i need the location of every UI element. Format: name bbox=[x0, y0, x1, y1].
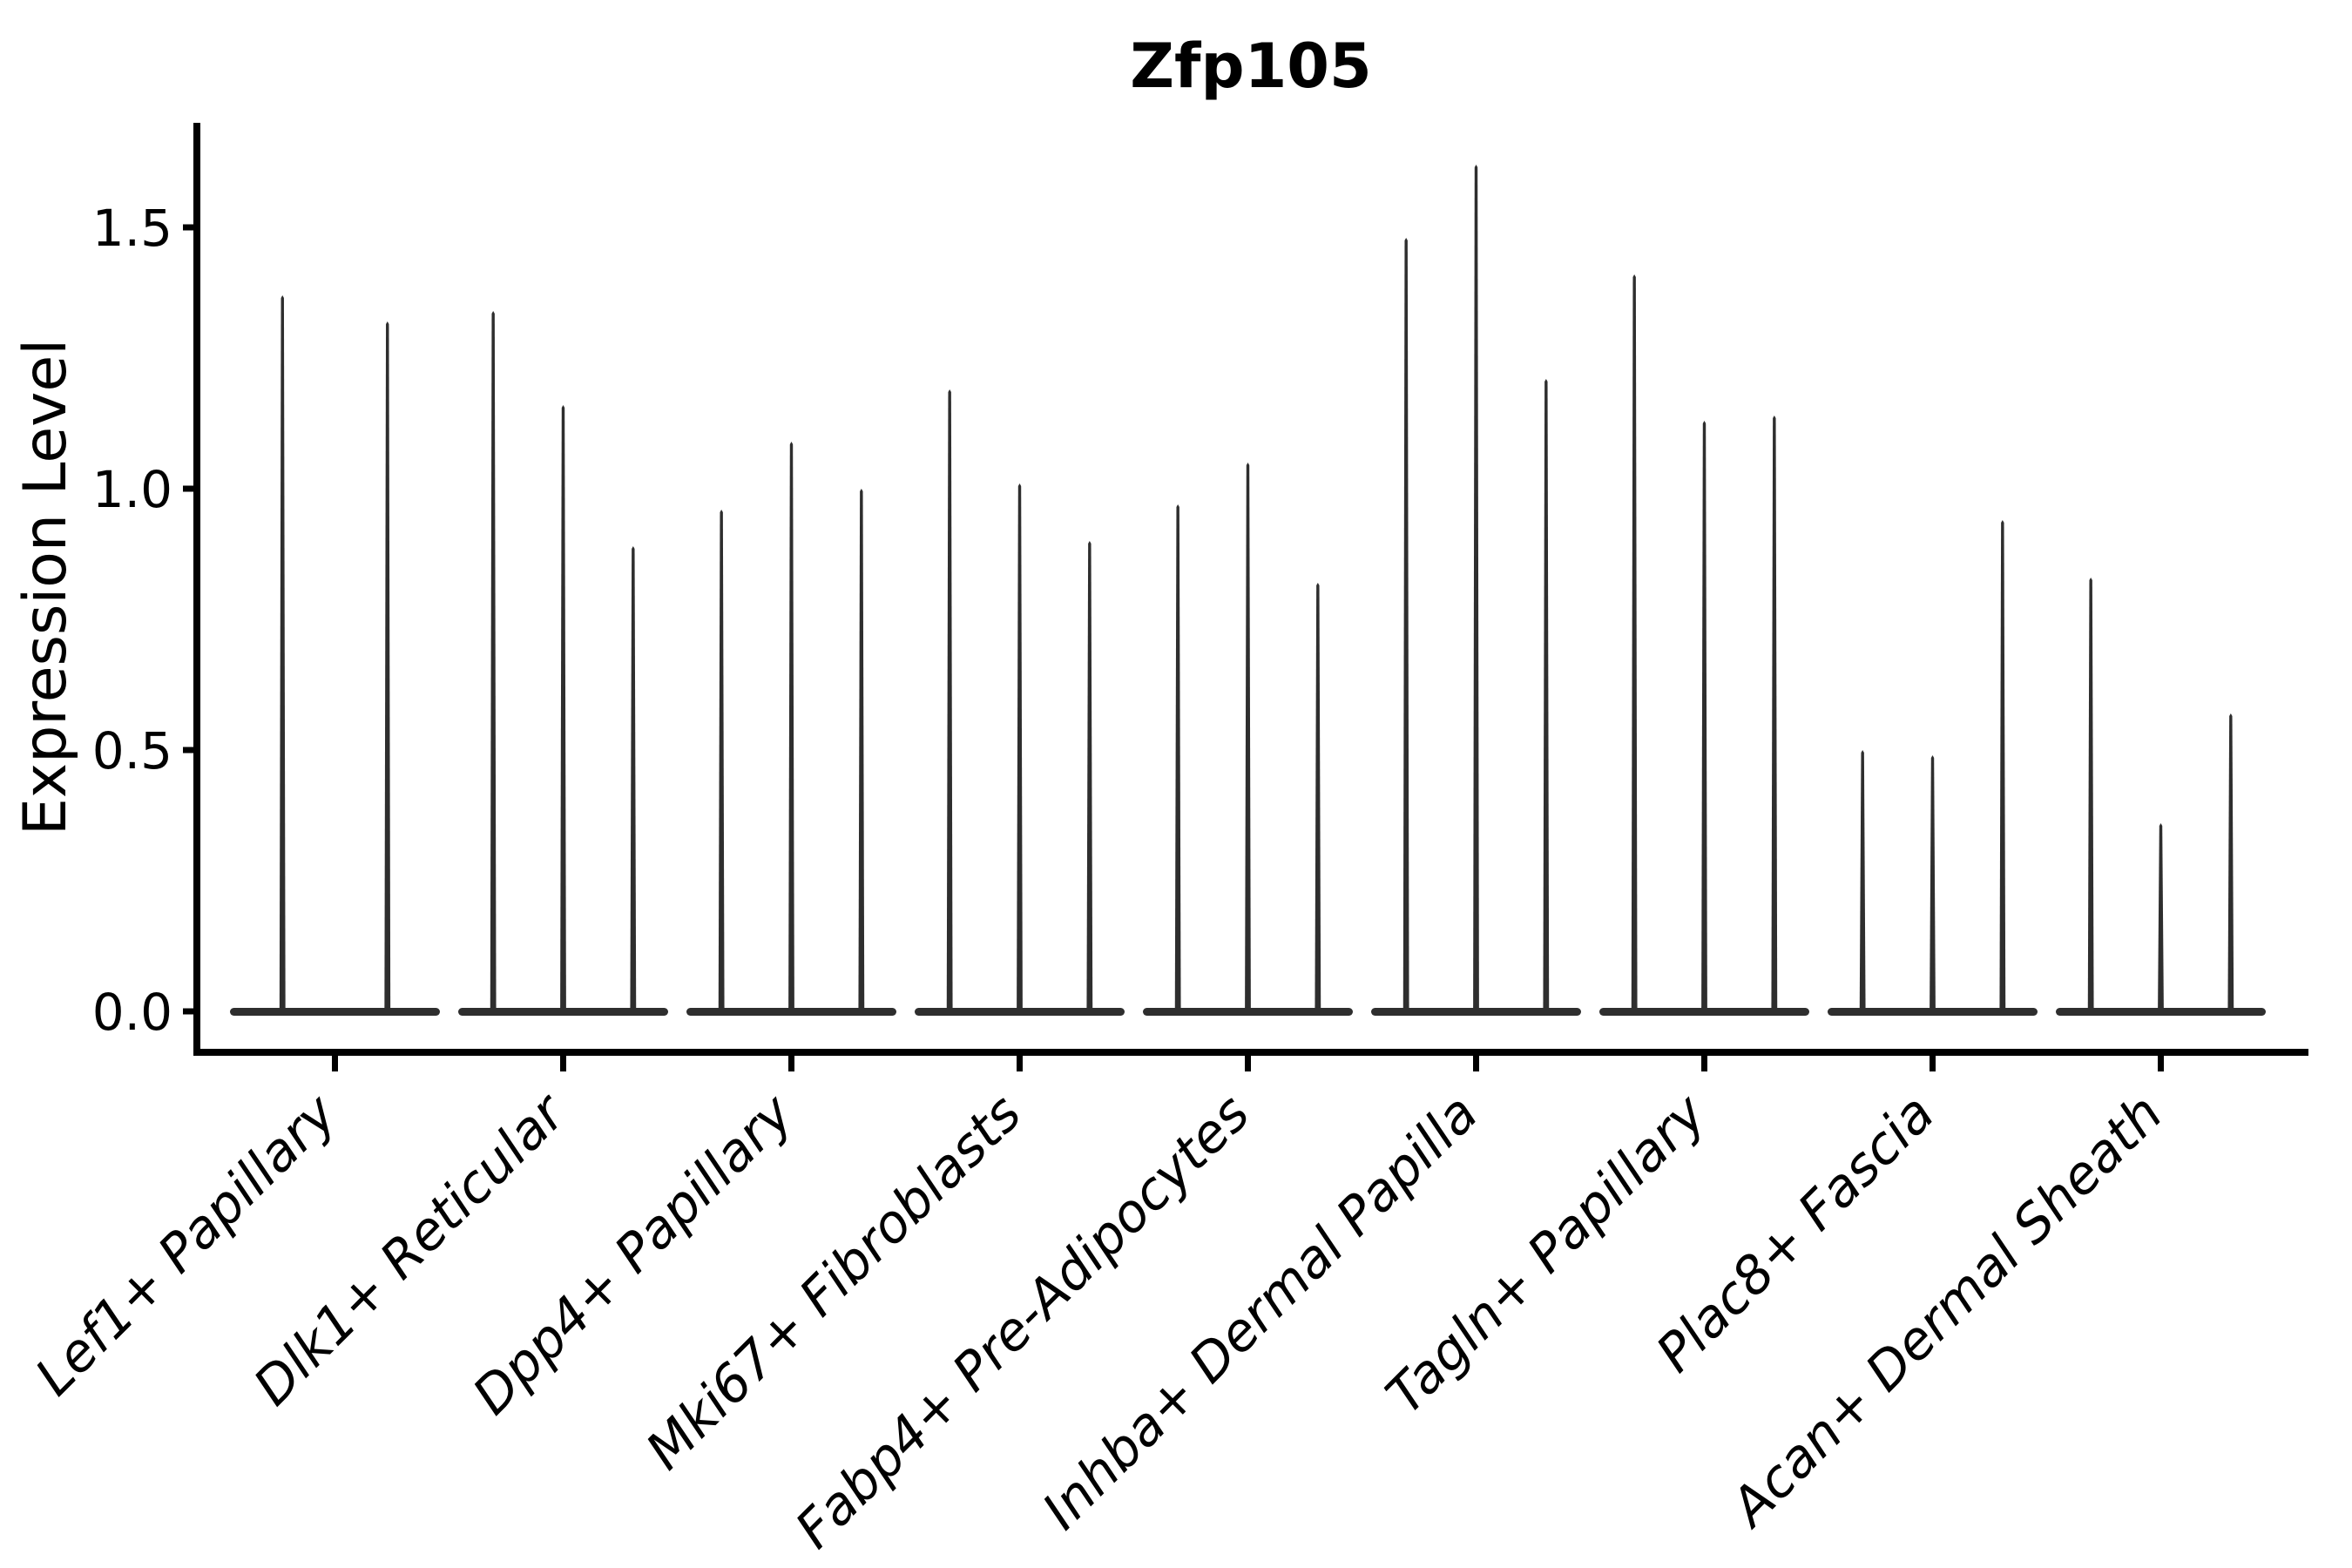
y-tick-label: 0.5 bbox=[92, 721, 172, 781]
violin-baseline bbox=[686, 1008, 896, 1016]
violin bbox=[1930, 755, 1936, 1010]
violin-baseline bbox=[915, 1008, 1125, 1016]
violin bbox=[1999, 520, 2006, 1010]
violin bbox=[279, 295, 286, 1010]
violin bbox=[788, 442, 794, 1010]
violin bbox=[2158, 823, 2164, 1010]
violin bbox=[1315, 583, 1321, 1010]
violin bbox=[1543, 379, 1550, 1010]
violin bbox=[1245, 463, 1251, 1010]
violin-baseline bbox=[1371, 1008, 1581, 1016]
violin bbox=[1859, 750, 1866, 1010]
violin bbox=[1086, 541, 1093, 1010]
violin-baseline bbox=[458, 1008, 668, 1016]
violin bbox=[1017, 483, 1023, 1010]
violin bbox=[2087, 578, 2094, 1010]
violin bbox=[630, 546, 637, 1010]
violin bbox=[858, 489, 865, 1010]
violin-baseline bbox=[1599, 1008, 1809, 1016]
violin-baseline bbox=[2056, 1008, 2266, 1016]
violin bbox=[718, 510, 725, 1010]
y-tick-label: 1.5 bbox=[92, 199, 172, 258]
y-tick-label: 0.0 bbox=[92, 983, 172, 1042]
x-tick-label: Mki67+ Fibroblasts bbox=[635, 1083, 1034, 1482]
violin bbox=[1473, 165, 1479, 1010]
violin bbox=[946, 389, 953, 1010]
chart-title: Zfp105 bbox=[1130, 30, 1371, 102]
violin-baseline bbox=[230, 1008, 440, 1016]
y-axis-label: Expression Level bbox=[11, 339, 80, 835]
x-tick-label: Acan+ Dermal Sheath bbox=[1717, 1083, 2174, 1540]
y-tick-label: 1.0 bbox=[92, 460, 172, 519]
x-tick-label: Inhba+ Dermal Papilla bbox=[1031, 1083, 1490, 1541]
violin bbox=[1701, 421, 1707, 1010]
violin bbox=[2227, 713, 2234, 1010]
violin bbox=[1771, 416, 1778, 1010]
violin bbox=[490, 311, 497, 1010]
violin bbox=[384, 321, 391, 1010]
violin-baseline bbox=[1828, 1008, 2038, 1016]
violin bbox=[1174, 504, 1181, 1010]
violin-baseline bbox=[1143, 1008, 1353, 1016]
violins-layer bbox=[230, 165, 2266, 1016]
x-tick-label: Fabp4+ Pre-Adipocytes bbox=[784, 1083, 1261, 1560]
violin bbox=[560, 405, 566, 1010]
violin bbox=[1402, 238, 1409, 1010]
y-axis-ticks: 0.0 0.5 1.0 1.5 bbox=[92, 199, 197, 1042]
violin bbox=[1631, 274, 1638, 1010]
